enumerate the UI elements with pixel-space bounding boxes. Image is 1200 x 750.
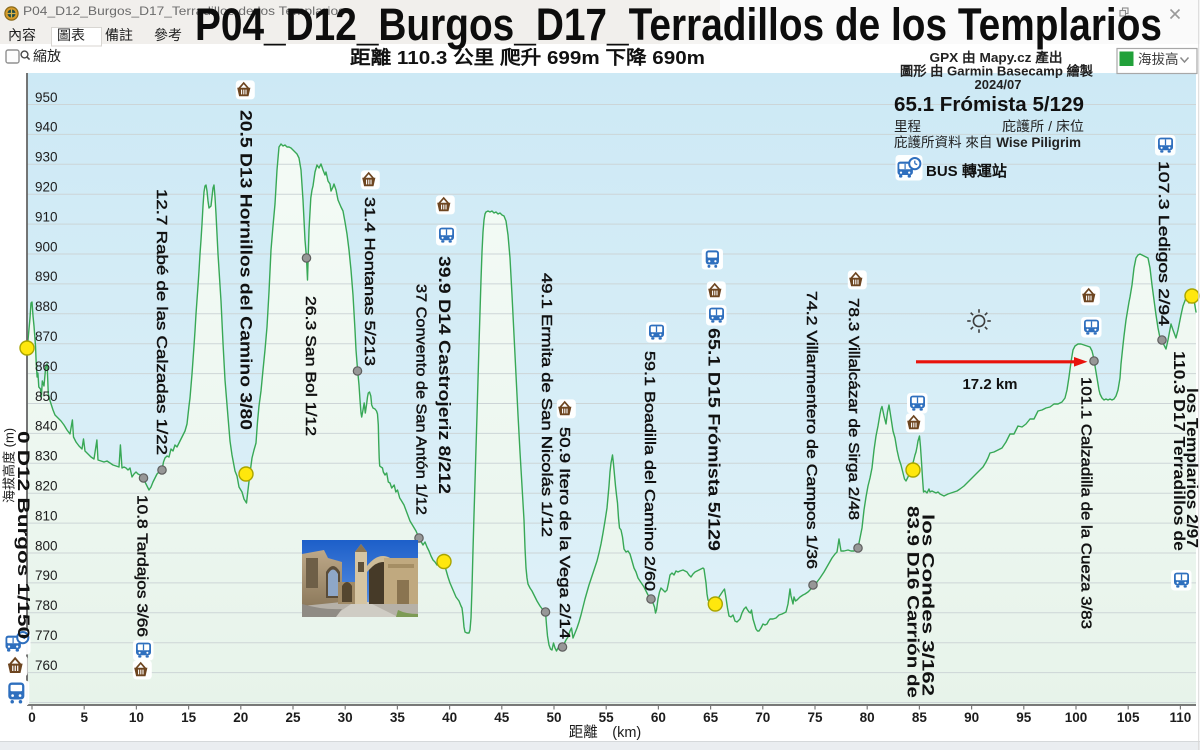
svg-text:820: 820 [35, 479, 58, 494]
svg-text:85: 85 [912, 710, 928, 725]
svg-text:26.3 San Bol 1/12: 26.3 San Bol 1/12 [302, 296, 319, 436]
svg-text:圖表: 圖表 [57, 27, 85, 43]
svg-text:10: 10 [129, 710, 144, 725]
svg-text:900: 900 [35, 239, 58, 254]
svg-text:備註: 備註 [105, 27, 133, 43]
svg-text:距離 (km): 距離 (km) [569, 723, 642, 741]
svg-text:35: 35 [390, 710, 406, 725]
svg-text:75: 75 [807, 710, 823, 725]
svg-text:圖形 由 Garmin Basecamp 繪製: 圖形 由 Garmin Basecamp 繪製 [900, 64, 1093, 79]
svg-text:庇護所 / 床位: 庇護所 / 床位 [1002, 119, 1084, 134]
svg-text:800: 800 [35, 538, 58, 553]
svg-text:25: 25 [285, 710, 301, 725]
svg-text:40: 40 [442, 710, 457, 725]
svg-text:83.9 D16 Carrión de: 83.9 D16 Carrión de [904, 506, 923, 698]
svg-text:49.1 Ermita de San Nicolás 1/1: 49.1 Ermita de San Nicolás 1/12 [538, 273, 555, 537]
svg-text:海拔高度 (m): 海拔高度 (m) [2, 428, 17, 503]
svg-text:65.1 D15 Frómista 5/129: 65.1 D15 Frómista 5/129 [705, 328, 724, 551]
svg-text:780: 780 [35, 598, 58, 613]
svg-text:760: 760 [35, 658, 58, 673]
svg-text:20.5 D13 Hornillos del Camino: 20.5 D13 Hornillos del Camino 3/80 [237, 110, 256, 430]
svg-text:78.3 Villalcázar de Sirga 2/4: 78.3 Villalcázar de Sirga 2/48 [845, 298, 862, 520]
svg-text:95: 95 [1016, 710, 1032, 725]
svg-text:參考: 參考 [154, 27, 182, 43]
svg-text:20: 20 [233, 710, 248, 725]
svg-text:80: 80 [860, 710, 875, 725]
svg-text:P04_D12_Burgos_D17_Terradillos: P04_D12_Burgos_D17_Terradillos de los Te… [195, 0, 1162, 50]
svg-text:90: 90 [964, 710, 979, 725]
svg-text:910: 910 [35, 209, 58, 224]
svg-text:39.9 D14 Castrojeriz 8/212: 39.9 D14 Castrojeriz 8/212 [435, 256, 454, 494]
svg-text:50.9 Itero de la Vega 2/14: 50.9 Itero de la Vega 2/14 [556, 427, 573, 639]
svg-text:庇護所資料 來自 Wise Piligrim: 庇護所資料 來自 Wise Piligrim [894, 135, 1081, 150]
svg-text:107.3 Ledigos 2/94: 107.3 Ledigos 2/94 [1155, 161, 1172, 326]
svg-text:縮放: 縮放 [33, 48, 61, 64]
svg-text:950: 950 [35, 90, 58, 105]
svg-text:55: 55 [599, 710, 615, 725]
svg-text:12.7 Rabé de las Calzadas 1/22: 12.7 Rabé de las Calzadas 1/22 [153, 189, 170, 455]
svg-text:770: 770 [35, 628, 58, 643]
svg-text:los Condes 3/162: los Condes 3/162 [919, 514, 938, 696]
svg-text:45: 45 [494, 710, 510, 725]
svg-text:59.1 Boadilla del Camino 2/60: 59.1 Boadilla del Camino 2/60 [641, 351, 658, 591]
svg-text:海拔高: 海拔高 [1138, 51, 1179, 67]
svg-text:里程: 里程 [894, 119, 921, 134]
svg-text:940: 940 [35, 120, 58, 135]
svg-text:830: 830 [35, 449, 58, 464]
svg-text:870: 870 [35, 329, 58, 344]
svg-text:60: 60 [651, 710, 666, 725]
svg-text:101.1 Calzadilla de la Cueza: 101.1 Calzadilla de la Cueza 3/83 [1078, 377, 1095, 629]
svg-text:0 D12 Burgos 1/150: 0 D12 Burgos 1/150 [14, 431, 33, 639]
svg-text:850: 850 [35, 389, 58, 404]
svg-text:GPX 由 Mapy.cz 產出: GPX 由 Mapy.cz 產出 [930, 50, 1063, 65]
svg-text:31.4 Hontanas 5/213: 31.4 Hontanas 5/213 [361, 197, 378, 366]
svg-text:15: 15 [181, 710, 197, 725]
svg-text:37 Convento de San Antón 1/12: 37 Convento de San Antón 1/12 [413, 284, 430, 515]
svg-text:810: 810 [35, 508, 58, 523]
svg-text:880: 880 [35, 299, 58, 314]
svg-text:17.2 km: 17.2 km [962, 376, 1017, 393]
svg-text:920: 920 [35, 180, 58, 195]
svg-text:10.8 Tardajos 3/66: 10.8 Tardajos 3/66 [134, 495, 151, 637]
svg-text:50: 50 [546, 710, 561, 725]
svg-text:70: 70 [755, 710, 770, 725]
svg-text:74.2 Villarmentero de Campos: 74.2 Villarmentero de Campos 1/36 [803, 291, 820, 569]
svg-text:110.3 D17 Terradillos de: 110.3 D17 Terradillos de [1170, 351, 1187, 551]
svg-text:P04_D12_Burgos_D17_Terradillos: P04_D12_Burgos_D17_Terradillos de los Te… [23, 4, 345, 18]
svg-text:100: 100 [1065, 710, 1088, 725]
svg-text:BUS 轉運站: BUS 轉運站 [926, 162, 1007, 180]
svg-text:內容: 內容 [8, 27, 36, 43]
svg-text:los Templarios 2/97: los Templarios 2/97 [1183, 388, 1200, 548]
svg-text:65.1 Frómista 5/129: 65.1 Frómista 5/129 [894, 94, 1084, 116]
svg-text:2024/07: 2024/07 [975, 77, 1022, 92]
svg-text:5: 5 [80, 710, 88, 725]
svg-text:105: 105 [1117, 710, 1140, 725]
svg-text:930: 930 [35, 150, 58, 165]
svg-text:860: 860 [35, 359, 58, 374]
svg-text:30: 30 [338, 710, 353, 725]
svg-text:距離 110.3 公里 爬升 699m 下降 690m: 距離 110.3 公里 爬升 699m 下降 690m [350, 47, 705, 68]
svg-text:890: 890 [35, 269, 58, 284]
svg-text:65: 65 [703, 710, 719, 725]
svg-text:0: 0 [28, 710, 36, 725]
svg-text:790: 790 [35, 568, 58, 583]
svg-text:840: 840 [35, 419, 58, 434]
svg-text:110: 110 [1170, 710, 1192, 725]
